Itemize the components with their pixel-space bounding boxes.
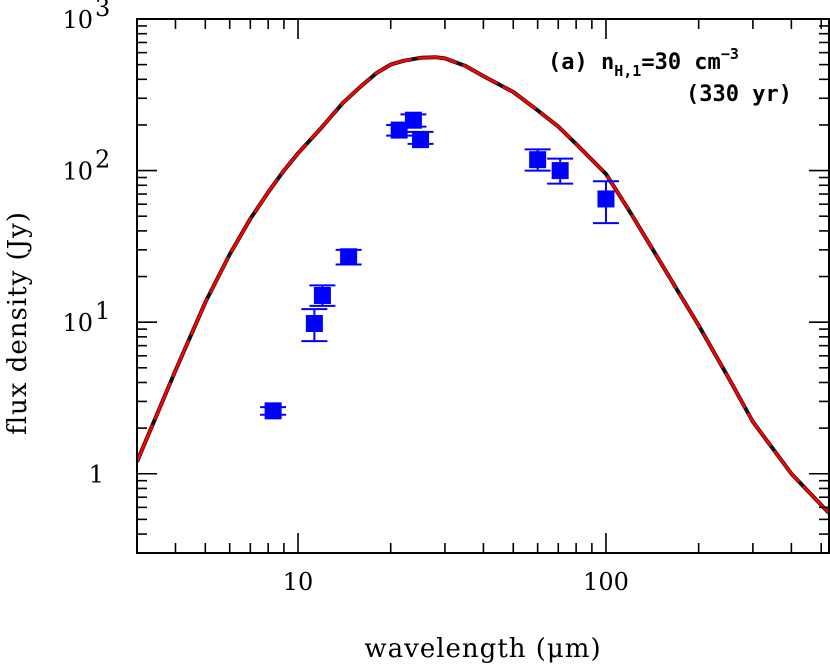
data-marker [404, 111, 422, 129]
data-marker [264, 402, 282, 420]
data-marker [313, 286, 331, 304]
annotation-line-1: (a) nH,1=30 cm−3 [548, 45, 739, 80]
data-point [524, 148, 551, 172]
data-point [309, 284, 336, 307]
y-tick-exponent: 2 [95, 146, 110, 174]
x-tick-label: 10 [283, 568, 314, 596]
x-tick-label: 100 [583, 568, 629, 596]
annotation-part: −3 [721, 45, 739, 63]
annotation-part: (a) n [548, 50, 614, 75]
plot-area [137, 55, 829, 515]
y-axis-label: flux density (Jy) [3, 211, 33, 435]
data-point [301, 308, 328, 343]
annotation-line-2: (330 yr) [686, 82, 792, 107]
y-tick-label: 10 [62, 309, 93, 337]
y-tick-exponent: 3 [95, 0, 110, 22]
data-point [260, 402, 287, 420]
x-axis-label: wavelength (μm) [364, 634, 601, 664]
data-marker [340, 248, 358, 266]
annotation-part: H,1 [614, 62, 641, 80]
y-tick-exponent: 1 [95, 297, 110, 325]
data-point [400, 111, 427, 129]
y-tick-label: 10 [62, 158, 93, 186]
data-point [547, 157, 574, 185]
data-marker [305, 314, 323, 332]
data-marker [551, 162, 569, 180]
annotation-part: =30 cm [641, 50, 720, 75]
y-tick-label: 10 [62, 6, 93, 34]
data-point [592, 180, 619, 225]
data-point [407, 130, 434, 149]
data-marker [597, 190, 615, 208]
model-curve-black [137, 55, 829, 515]
annotation: (a) nH,1=30 cm−3(330 yr) [548, 45, 792, 107]
data-marker [529, 151, 547, 169]
data-point [335, 248, 362, 266]
y-tick-label: 1 [89, 461, 104, 489]
model-curve-red [137, 55, 829, 514]
data-marker [412, 131, 430, 149]
